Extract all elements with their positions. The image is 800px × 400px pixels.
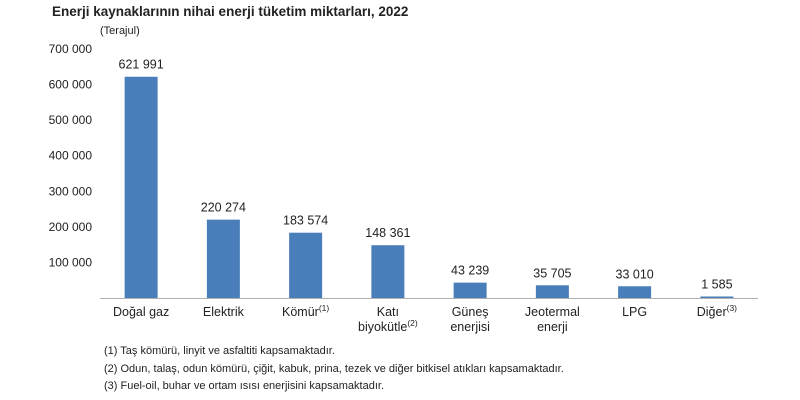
footnote-1: (1) Taş kömürü, linyit ve asfaltiti kaps… bbox=[104, 345, 335, 357]
bar bbox=[700, 296, 734, 298]
chart-title: Enerji kaynaklarının nihai enerji tüketi… bbox=[52, 4, 409, 19]
category-labels: Doğal gaz Elektrik Kömür(1) Katı biyokütle(2… bbox=[113, 303, 737, 334]
category-label: Elektrik bbox=[203, 305, 245, 319]
bar-chart: 100 000 200 000 300 000 400 000 500 000 600 0… bbox=[49, 42, 758, 334]
value-label: 35 705 bbox=[533, 266, 571, 280]
y-tick-label: 700 000 bbox=[49, 42, 93, 56]
value-label: 183 574 bbox=[283, 214, 328, 228]
value-label: 148 361 bbox=[365, 226, 410, 240]
bar bbox=[371, 245, 405, 298]
category-label: Katı biyokütle(2) bbox=[358, 305, 418, 334]
footnote-3: (3) Fuel-oil, buhar ve ortam ısısı enerj… bbox=[104, 380, 385, 392]
category-label: Güneş enerjisi bbox=[450, 305, 490, 334]
value-label: 33 010 bbox=[616, 267, 654, 281]
y-tick-label: 100 000 bbox=[49, 255, 93, 269]
footnote-2: (2) Odun, talaş, odun kömürü, çiğit, kab… bbox=[104, 362, 564, 375]
category-label: Kömür(1) bbox=[282, 303, 329, 319]
bar bbox=[206, 219, 240, 298]
category-label: Jeotermal enerji bbox=[525, 305, 580, 334]
value-label: 220 274 bbox=[201, 201, 246, 215]
value-label: 1 585 bbox=[701, 278, 732, 292]
bar bbox=[453, 282, 487, 298]
y-tick-label: 400 000 bbox=[49, 149, 93, 163]
value-label: 43 239 bbox=[451, 264, 489, 278]
bar bbox=[618, 286, 652, 298]
value-labels: 621 991 220 274 183 574 148 361 43 239 35 705… bbox=[119, 58, 733, 292]
category-label: LPG bbox=[622, 305, 647, 319]
bar bbox=[289, 232, 323, 298]
bar bbox=[535, 285, 569, 298]
y-tick-label: 200 000 bbox=[49, 220, 93, 234]
footnotes: (1) Taş kömürü, linyit ve asfaltiti kaps… bbox=[104, 343, 564, 396]
y-tick-label: 600 000 bbox=[49, 78, 93, 92]
y-axis-unit-label: (Terajul) bbox=[100, 25, 140, 37]
category-label: Doğal gaz bbox=[113, 305, 169, 319]
y-tick-label: 500 000 bbox=[49, 113, 93, 127]
y-tick-label: 300 000 bbox=[49, 184, 93, 198]
y-axis-ticks: 100 000 200 000 300 000 400 000 500 000 600 0… bbox=[49, 42, 93, 269]
category-label: Diğer(3) bbox=[697, 303, 737, 319]
bar bbox=[124, 76, 158, 298]
value-label: 621 991 bbox=[119, 58, 164, 72]
bars bbox=[124, 76, 734, 298]
